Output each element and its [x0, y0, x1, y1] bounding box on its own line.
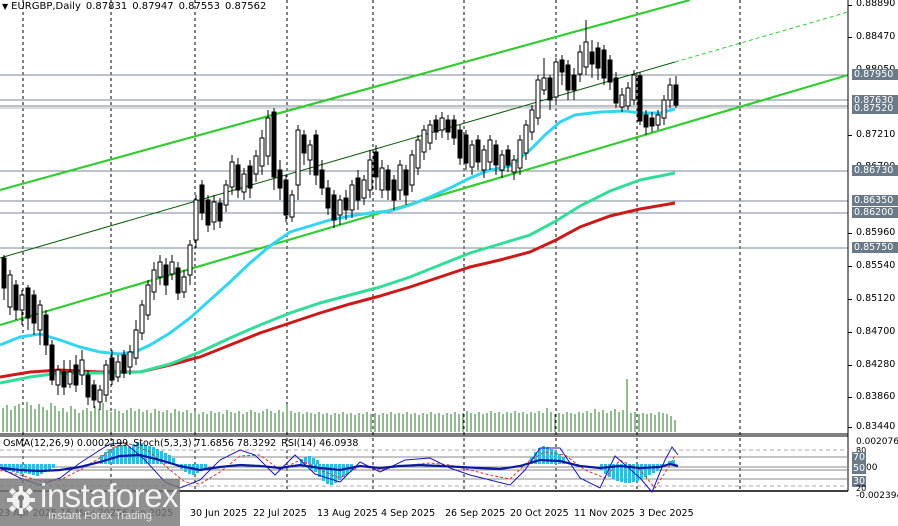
- regression-channel: [0, 0, 849, 327]
- price-tick: 0.83860: [856, 391, 896, 402]
- axis-tick: [848, 427, 852, 428]
- logo-brand: instaforex: [40, 477, 179, 514]
- axis-tick: [848, 5, 852, 6]
- price-tick: 0.84280: [856, 359, 896, 370]
- triangle-down-icon[interactable]: ▼: [2, 2, 9, 11]
- instaforex-logo: instaforex Instant Forex Trading: [0, 477, 180, 526]
- price-tick: 0.84700: [856, 326, 896, 337]
- rsi-label: RSI(14) 46.0938: [281, 438, 359, 449]
- price-tick: 0.87210: [856, 129, 896, 140]
- price-tick: 0.85120: [856, 293, 896, 304]
- time-label: 4 Sep 2025: [381, 508, 436, 519]
- price-tick: 0.88890: [856, 0, 896, 9]
- level-80: 80: [856, 446, 867, 455]
- price-tick: 0.88470: [856, 31, 896, 42]
- indicator-header: OsMA(12,26,9) 0.0002199 Stoch(5,3,3) 71.6…: [3, 438, 363, 449]
- low-price: 0.87553: [178, 1, 220, 12]
- time-label: 11 Nov 2025: [574, 508, 635, 519]
- price-level-tag: 0.86200: [852, 207, 898, 218]
- axis-tick: [848, 266, 852, 267]
- level-70: 70: [852, 452, 866, 463]
- axis-tick: [848, 135, 852, 136]
- stoch-main-line: [0, 442, 679, 493]
- axis-tick: [848, 299, 852, 300]
- stoch-label: Stoch(5,3,3) 71.6856 78.3292: [133, 438, 277, 449]
- level-20: 20: [856, 484, 867, 493]
- stoch-signal-line: [0, 443, 676, 489]
- axis-tick: [848, 233, 852, 234]
- level-50: 50: [852, 463, 866, 474]
- high-price: 0.87947: [132, 1, 174, 12]
- osma-histogram: [0, 442, 675, 485]
- indicator-min: -0.002394: [856, 491, 898, 501]
- axis-tick: [848, 37, 852, 38]
- time-label: 26 Sep 2025: [445, 508, 506, 519]
- price-level-tag: 0.87950: [852, 69, 898, 80]
- volume-histogram: [2, 379, 676, 432]
- price-tick: 0.83440: [856, 421, 896, 432]
- indicator-mid: 00: [866, 463, 878, 473]
- axis-tick: [848, 397, 852, 398]
- rsi-line: [0, 453, 679, 473]
- price-tick: 0.85960: [856, 227, 896, 238]
- axis-tick: [848, 332, 852, 333]
- time-label: 20 Oct 2025: [510, 508, 569, 519]
- time-label: 13 Aug 2025: [317, 508, 378, 519]
- osma-label: OsMA(12,26,9) 0.0002199: [3, 438, 129, 449]
- price-tick: 0.85540: [856, 260, 896, 271]
- open-price: 0.87831: [85, 1, 128, 12]
- gear-icon: [7, 486, 35, 514]
- logo-tagline: Instant Forex Trading: [48, 510, 152, 522]
- price-level-tag: 0.86350: [852, 195, 898, 206]
- ma-mid-green: [0, 171, 676, 385]
- symbol-label: EURGBP,Daily: [11, 1, 81, 12]
- price-level-tag: 0.86730: [852, 165, 898, 176]
- candlesticks: [1, 20, 679, 410]
- close-price: 0.87562: [224, 1, 267, 12]
- level-30: 30: [852, 476, 866, 487]
- price-level-tag: 0.87520: [852, 103, 898, 114]
- time-label: 30 Jun 2025: [190, 508, 248, 519]
- horizontal-levels: [0, 74, 848, 249]
- price-level-tag: 0.85750: [852, 242, 898, 253]
- axis-tick: [848, 365, 852, 366]
- chart-title-bar: ▼ EURGBP,Daily 0.87831 0.87947 0.87553 0.8756…: [2, 1, 271, 12]
- price-level-tag: 0.87630: [852, 95, 898, 106]
- time-label: 22 Jul 2025: [253, 508, 307, 519]
- time-label: 3 Dec 2025: [639, 508, 694, 519]
